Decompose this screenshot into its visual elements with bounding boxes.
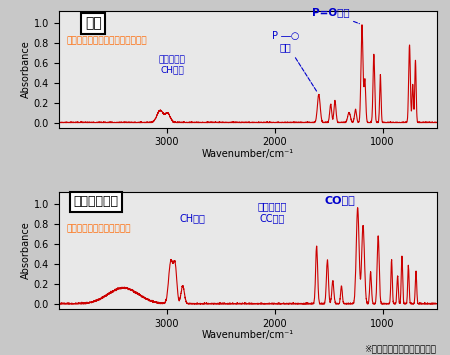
Text: CO伸縮: CO伸縮	[325, 195, 356, 206]
Text: ※前処理にてフィラーを除去: ※前処理にてフィラーを除去	[364, 344, 436, 353]
Text: ベンゼン環
CC伸縮: ベンゼン環 CC伸縮	[257, 201, 287, 223]
X-axis label: Wavenumber/cm⁻¹: Wavenumber/cm⁻¹	[202, 149, 293, 159]
Text: シミ: シミ	[85, 16, 102, 31]
Text: P=O伸縮: P=O伸縮	[312, 8, 360, 24]
Text: ベンゼン環
CH伸縮: ベンゼン環 CH伸縮	[158, 55, 185, 75]
Y-axis label: Absorbance: Absorbance	[21, 40, 31, 98]
Y-axis label: Absorbance: Absorbance	[21, 222, 31, 279]
Text: モールド樹脂: モールド樹脂	[74, 195, 119, 208]
Text: ノボラック型エポキシ樹脂: ノボラック型エポキシ樹脂	[66, 225, 130, 234]
X-axis label: Wavenumber/cm⁻¹: Wavenumber/cm⁻¹	[202, 330, 293, 340]
Text: トリフェニルホスフィンオキシド: トリフェニルホスフィンオキシド	[66, 36, 147, 45]
Text: P ―○
伸縮: P ―○ 伸縮	[272, 31, 317, 92]
Text: CH伸縮: CH伸縮	[180, 213, 206, 223]
